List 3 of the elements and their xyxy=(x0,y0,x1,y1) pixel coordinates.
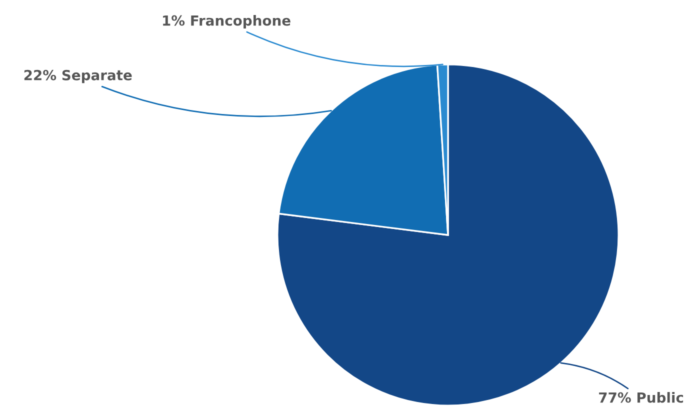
slice-label: 77% Public xyxy=(599,392,684,403)
slice-label: 1% Francophone xyxy=(163,15,290,28)
slice-label: 22% Separate xyxy=(24,70,132,84)
